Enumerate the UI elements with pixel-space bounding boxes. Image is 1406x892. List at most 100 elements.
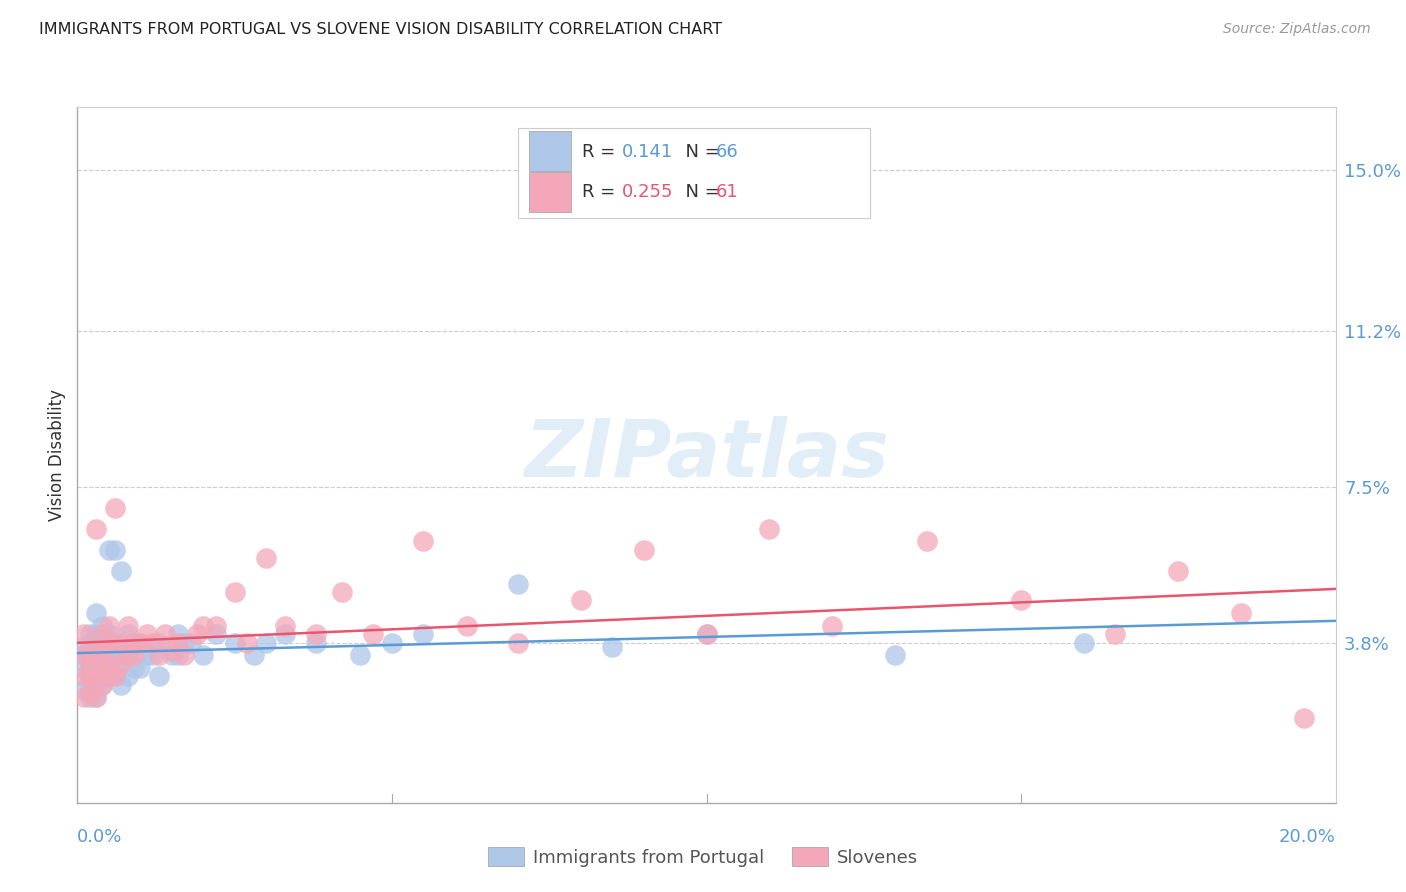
Point — [167, 648, 190, 663]
Point — [72, 669, 94, 683]
Point — [84, 661, 107, 675]
Point — [104, 635, 127, 649]
Point — [236, 635, 259, 649]
Point — [97, 648, 120, 663]
Text: R =: R = — [582, 183, 621, 202]
Point — [79, 669, 101, 683]
Point — [129, 661, 152, 675]
Point — [191, 618, 215, 632]
Point — [456, 618, 478, 632]
Point — [224, 635, 246, 649]
Point — [305, 627, 328, 641]
Point — [91, 661, 114, 675]
Point — [97, 669, 120, 683]
Point — [167, 635, 190, 649]
Point — [84, 690, 107, 705]
Point — [110, 657, 132, 671]
Point — [381, 635, 404, 649]
Point — [821, 618, 844, 632]
Point — [155, 627, 177, 641]
Point — [274, 627, 297, 641]
Point — [696, 627, 718, 641]
Point — [167, 627, 190, 641]
Text: 66: 66 — [716, 143, 738, 161]
Point — [97, 627, 120, 641]
Point — [186, 627, 208, 641]
Point — [84, 690, 107, 705]
Point — [142, 648, 165, 663]
Point — [191, 648, 215, 663]
Point — [104, 669, 127, 683]
Text: R =: R = — [582, 143, 621, 161]
Point — [135, 648, 157, 663]
Text: 0.141: 0.141 — [621, 143, 673, 161]
Text: N =: N = — [673, 183, 725, 202]
Point — [173, 635, 195, 649]
Point — [84, 648, 107, 663]
Point — [173, 648, 195, 663]
Point — [79, 678, 101, 692]
Point — [600, 640, 623, 654]
Point — [129, 635, 152, 649]
Point — [79, 686, 101, 700]
Point — [91, 618, 114, 632]
Point — [122, 661, 145, 675]
Point — [1104, 627, 1126, 641]
Point — [135, 627, 157, 641]
Point — [633, 542, 655, 557]
Point — [224, 585, 246, 599]
Point — [1073, 635, 1095, 649]
Point — [91, 635, 114, 649]
Point — [91, 644, 114, 658]
Point — [72, 661, 94, 675]
Point — [696, 627, 718, 641]
Point — [72, 640, 94, 654]
Text: 61: 61 — [716, 183, 738, 202]
Legend: Immigrants from Portugal, Slovenes: Immigrants from Portugal, Slovenes — [481, 840, 925, 874]
Point — [915, 534, 938, 549]
Point — [129, 635, 152, 649]
Text: 0.0%: 0.0% — [77, 828, 122, 846]
Point — [1230, 606, 1253, 620]
Point — [79, 657, 101, 671]
Point — [330, 585, 353, 599]
Point — [110, 564, 132, 578]
Point — [84, 635, 107, 649]
Point — [84, 606, 107, 620]
Point — [91, 669, 114, 683]
Point — [204, 618, 226, 632]
Text: N =: N = — [673, 143, 725, 161]
Point — [305, 635, 328, 649]
Point — [84, 627, 107, 641]
Point — [122, 635, 145, 649]
Text: ZIPatlas: ZIPatlas — [524, 416, 889, 494]
Point — [104, 657, 127, 671]
Point — [97, 635, 120, 649]
Point — [758, 522, 780, 536]
Text: IMMIGRANTS FROM PORTUGAL VS SLOVENE VISION DISABILITY CORRELATION CHART: IMMIGRANTS FROM PORTUGAL VS SLOVENE VISI… — [39, 22, 723, 37]
Point — [110, 635, 132, 649]
Point — [117, 627, 139, 641]
Point — [91, 678, 114, 692]
Point — [117, 618, 139, 632]
Point — [79, 635, 101, 649]
Text: Source: ZipAtlas.com: Source: ZipAtlas.com — [1223, 22, 1371, 37]
Point — [1294, 711, 1316, 725]
Point — [148, 648, 170, 663]
Point — [97, 542, 120, 557]
Point — [122, 635, 145, 649]
Point — [84, 648, 107, 663]
Point — [148, 635, 170, 649]
Point — [274, 618, 297, 632]
Point — [242, 648, 264, 663]
Point — [72, 627, 94, 641]
Y-axis label: Vision Disability: Vision Disability — [48, 389, 66, 521]
Point — [79, 661, 101, 675]
Point — [349, 648, 371, 663]
Point — [148, 669, 170, 683]
Point — [254, 635, 277, 649]
Point — [104, 542, 127, 557]
Point — [117, 648, 139, 663]
Point — [72, 681, 94, 696]
Text: 0.255: 0.255 — [621, 183, 673, 202]
